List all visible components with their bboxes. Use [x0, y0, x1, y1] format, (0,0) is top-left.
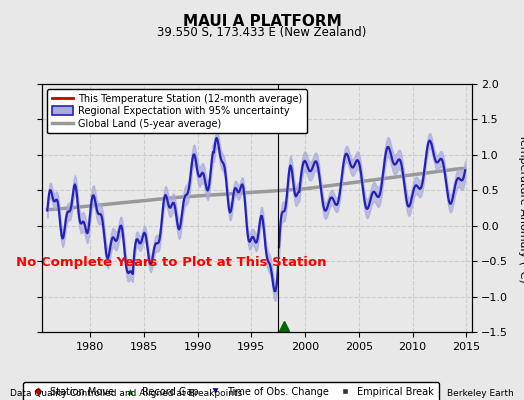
Text: Berkeley Earth: Berkeley Earth	[447, 389, 514, 398]
Text: MAUI A PLATFORM: MAUI A PLATFORM	[183, 14, 341, 29]
Text: Data Quality Controlled and Aligned at Breakpoints: Data Quality Controlled and Aligned at B…	[10, 389, 243, 398]
Text: 39.550 S, 173.433 E (New Zealand): 39.550 S, 173.433 E (New Zealand)	[157, 26, 367, 39]
Legend: Station Move, Record Gap, Time of Obs. Change, Empirical Break: Station Move, Record Gap, Time of Obs. C…	[23, 382, 439, 400]
Text: No Complete Years to Plot at This Station: No Complete Years to Plot at This Statio…	[16, 256, 326, 269]
Y-axis label: Temperature Anomaly (°C): Temperature Anomaly (°C)	[518, 134, 524, 282]
